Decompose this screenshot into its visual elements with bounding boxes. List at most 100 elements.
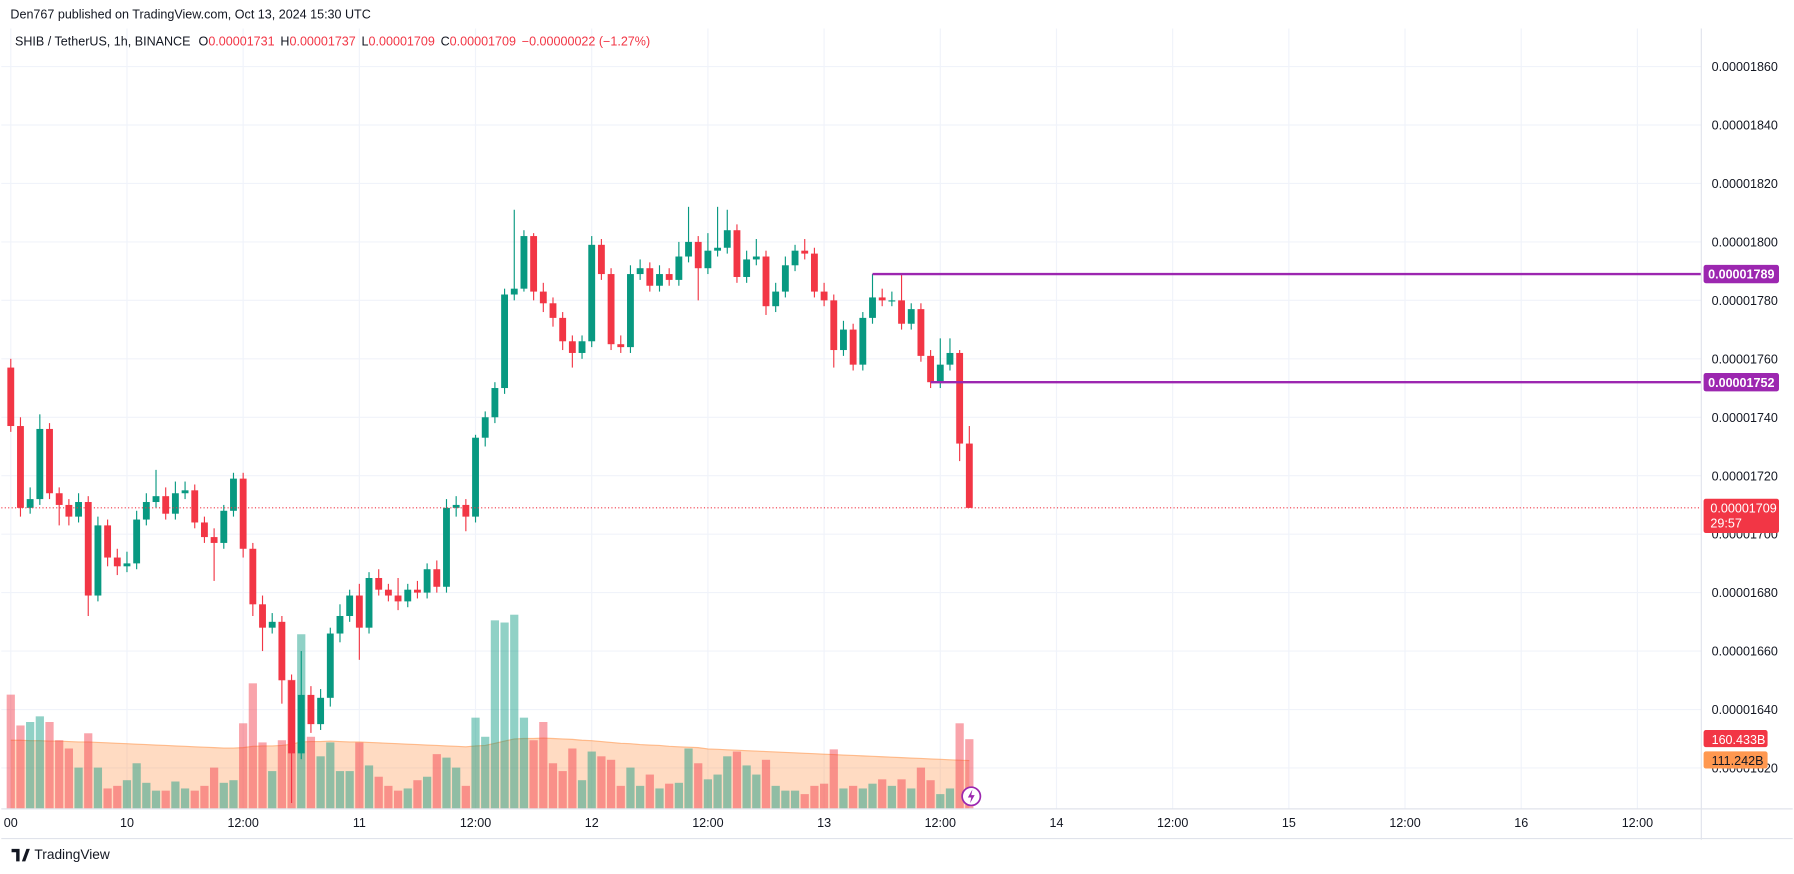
- volume-bar: [432, 754, 441, 809]
- legend-change: −0.00000022 (−1.27%): [522, 35, 650, 49]
- candle-body: [433, 569, 441, 587]
- x-tick-label: 11: [353, 816, 366, 830]
- volume-bar: [45, 721, 54, 809]
- volume-bar: [510, 614, 519, 809]
- y-tick-label: 0.00001820: [1712, 177, 1778, 191]
- candle-body: [568, 341, 576, 353]
- volume-bar: [442, 757, 451, 809]
- candle-body: [462, 504, 470, 517]
- candle-body: [297, 694, 305, 754]
- volume-bar: [616, 785, 625, 809]
- volume-bar: [171, 781, 180, 809]
- candle-body: [723, 230, 731, 248]
- volume-bar: [965, 739, 974, 809]
- candle-body: [694, 241, 702, 269]
- volume-bar: [558, 771, 567, 809]
- countdown-label: 29:57: [1710, 516, 1741, 530]
- footer-brand: TradingView: [34, 847, 109, 862]
- volume-bar: [229, 780, 238, 809]
- level-label-box: [1703, 264, 1779, 284]
- volume-bar: [355, 742, 364, 809]
- volume-bar: [694, 763, 703, 809]
- volume-bar: [326, 742, 335, 809]
- volume-bar: [703, 779, 713, 809]
- volume-bar: [519, 717, 529, 809]
- y-tick-label: 0.00001680: [1712, 586, 1778, 600]
- volume-bar: [142, 782, 151, 809]
- volume-bar: [858, 788, 867, 809]
- candle-body: [888, 300, 896, 302]
- candle-body: [104, 525, 112, 558]
- candle-body: [384, 589, 392, 596]
- volume-bar: [35, 716, 44, 809]
- volume-bar: [200, 785, 209, 809]
- volume-bar: [626, 767, 635, 809]
- volume-bar: [936, 794, 945, 809]
- volume-bar: [277, 740, 286, 809]
- y-tick-label: 0.00001660: [1712, 645, 1778, 659]
- volume-bar: [268, 771, 277, 809]
- candle-body: [956, 352, 964, 444]
- volume-bar: [790, 790, 800, 809]
- logo-icon: [11, 848, 30, 862]
- x-tick-label: 15: [1282, 816, 1296, 830]
- volume-bar: [490, 620, 500, 809]
- volume-bar: [84, 733, 93, 809]
- candle-body: [404, 589, 412, 602]
- candle-body: [752, 256, 760, 260]
- candle-body: [917, 309, 925, 356]
- candle-body: [627, 274, 634, 348]
- volume-bar: [335, 771, 345, 809]
- y-tick-label: 0.00001840: [1712, 119, 1778, 133]
- volume-bar: [539, 721, 548, 809]
- volume-bar: [219, 782, 228, 809]
- candle-body: [346, 595, 354, 616]
- candle-body: [17, 426, 24, 508]
- volume-bar: [403, 788, 412, 809]
- current-price-label: 0.00001709: [1710, 501, 1776, 515]
- volume-bar: [93, 767, 103, 809]
- volume-bar: [577, 780, 587, 809]
- volume-bar: [945, 788, 955, 809]
- y-tick-label: 0.00001740: [1712, 411, 1778, 425]
- candle-body: [65, 504, 73, 517]
- volume-bar: [878, 779, 887, 809]
- volume-bar: [103, 788, 112, 809]
- volume-bar: [151, 790, 161, 809]
- volume-bar: [655, 788, 664, 809]
- volume-bar: [665, 783, 674, 809]
- volume-bar: [713, 774, 722, 809]
- candle-body: [288, 680, 295, 754]
- volume-bar: [810, 785, 819, 809]
- volume-bar: [452, 767, 461, 809]
- candle-body: [675, 256, 683, 280]
- x-tick-label: 12:00: [692, 816, 723, 830]
- candle-body: [452, 504, 460, 508]
- publisher-line: Den767 published on TradingView.com, Oct…: [10, 7, 370, 21]
- legend-o-label: O: [199, 35, 209, 49]
- candle-body: [481, 417, 489, 438]
- candle-body: [230, 478, 237, 511]
- level-label-box: [1703, 373, 1779, 392]
- volume-bar: [74, 767, 83, 809]
- x-tick-label: 12: [585, 816, 599, 830]
- legend-o: 0.00001731: [208, 35, 274, 49]
- volume-bar: [364, 765, 374, 809]
- overlays: [1, 272, 1702, 509]
- volume-bar: [800, 794, 809, 809]
- candle-body: [510, 288, 518, 295]
- candle-body: [152, 496, 160, 503]
- volume-bar: [209, 767, 219, 809]
- volume-bar: [916, 767, 926, 809]
- candle-body: [259, 604, 266, 628]
- volume-label-box: [1703, 730, 1768, 748]
- volume-bar: [384, 785, 393, 809]
- volume-bar: [597, 756, 606, 809]
- volume-bar: [64, 748, 73, 809]
- legend-l-label: L: [362, 35, 369, 49]
- level-label: 0.00001789: [1708, 268, 1774, 282]
- candles: [7, 206, 973, 804]
- x-tick-label: 00: [4, 816, 18, 830]
- volume-bar: [897, 779, 906, 809]
